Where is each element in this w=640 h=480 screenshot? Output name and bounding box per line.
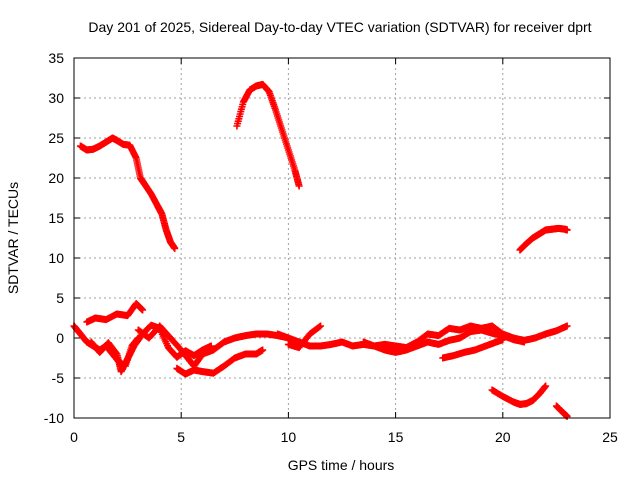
x-tick-label: 0 [70, 429, 78, 445]
data-point [520, 338, 528, 346]
data-point [563, 322, 571, 330]
y-tick-label: -10 [44, 410, 64, 426]
y-tick-label: 25 [48, 130, 64, 146]
series-arc-wiggle-left [87, 321, 215, 376]
data-point [171, 244, 179, 252]
y-tick-label: 0 [56, 330, 64, 346]
x-tick-label: 15 [388, 429, 404, 445]
y-tick-label: -5 [52, 370, 65, 386]
data-point [542, 382, 550, 390]
y-tick-label: 10 [48, 250, 64, 266]
series-arc-mid-low [359, 326, 528, 356]
x-tick-label: 5 [177, 429, 185, 445]
series-arc-rise-low [439, 336, 507, 362]
data-point [259, 346, 267, 354]
series-arc-high-early [76, 134, 179, 252]
series-arc-bump-right [284, 322, 325, 352]
series-arc-peak [233, 80, 303, 190]
data-point [317, 322, 325, 330]
series-arc-tail [552, 402, 571, 420]
y-axis-label: SDTVAR / TECUs [5, 182, 21, 294]
y-tick-label: 5 [56, 290, 64, 306]
series-arc-dip-low [173, 346, 267, 378]
x-tick-label: 10 [281, 429, 297, 445]
y-tick-label: 15 [48, 210, 64, 226]
x-tick-label: 20 [495, 429, 511, 445]
data-point [295, 182, 303, 190]
y-tick-label: 35 [48, 50, 64, 66]
series-arc-late-rising [516, 224, 571, 254]
y-tick-label: 30 [48, 90, 64, 106]
series-arc-trough [488, 382, 550, 408]
data-point [139, 306, 147, 314]
plot-frame [73, 57, 611, 419]
data-point [563, 226, 571, 234]
data-point [499, 336, 507, 344]
x-axis-label: GPS time / hours [288, 457, 395, 473]
series-arc-bump [83, 300, 147, 326]
data-point [563, 412, 571, 420]
data-point [207, 342, 215, 350]
x-tick-label: 25 [602, 429, 618, 445]
y-tick-label: 20 [48, 170, 64, 186]
chart-title: Day 201 of 2025, Sidereal Day-to-day VTE… [88, 19, 591, 35]
data-marks [70, 80, 571, 420]
